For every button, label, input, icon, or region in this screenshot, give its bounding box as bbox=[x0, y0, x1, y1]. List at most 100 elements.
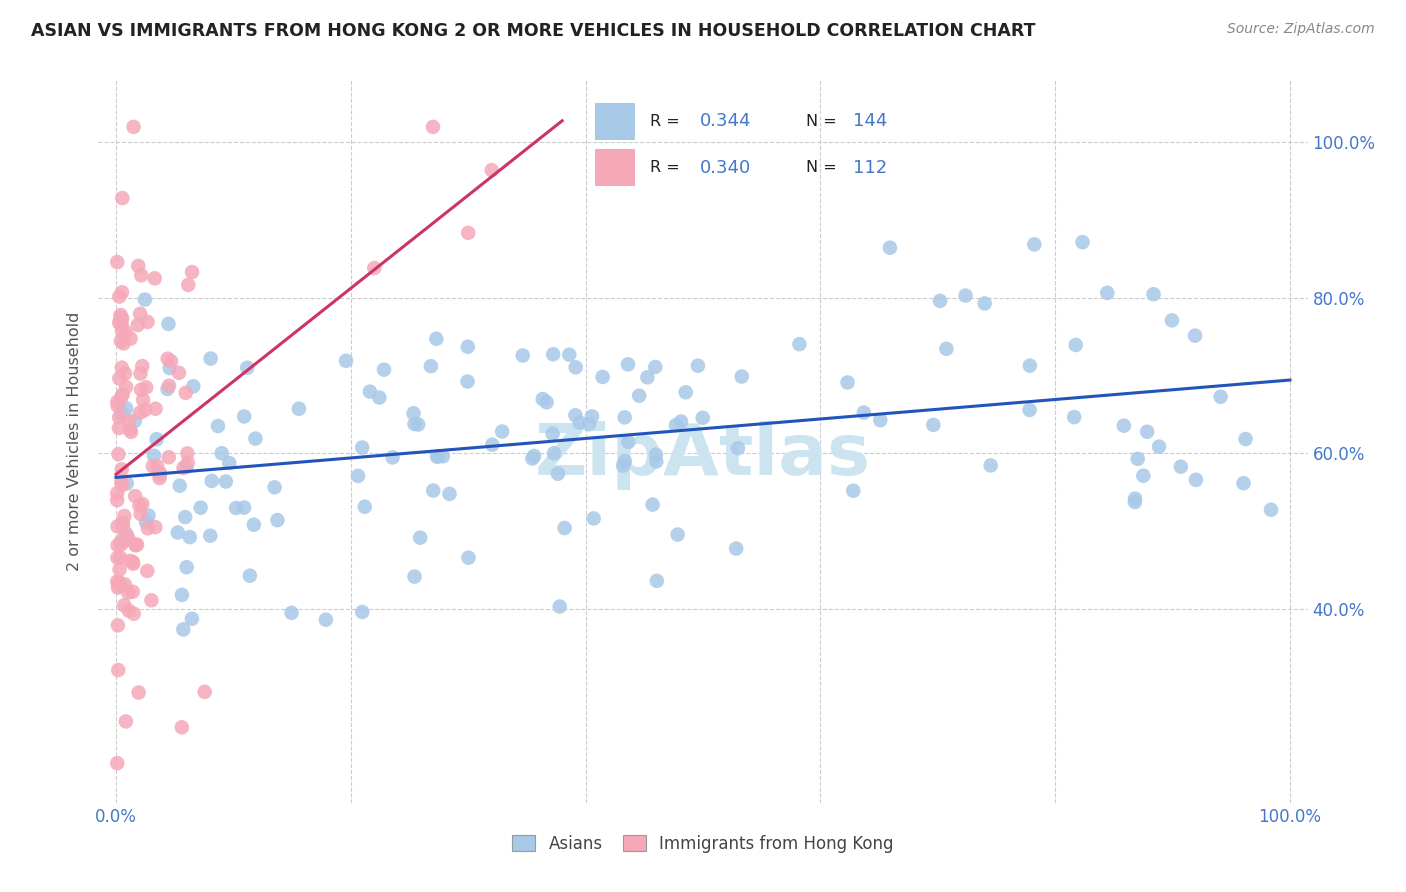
Point bbox=[1142, 287, 1164, 301]
Point bbox=[1018, 403, 1040, 417]
Point bbox=[837, 376, 859, 390]
Point bbox=[179, 530, 201, 544]
Point bbox=[105, 574, 128, 589]
Point bbox=[174, 385, 197, 400]
Point bbox=[157, 317, 180, 331]
Point bbox=[536, 395, 558, 409]
Point bbox=[432, 450, 454, 464]
Point bbox=[457, 550, 479, 565]
Point bbox=[1147, 440, 1170, 454]
Point bbox=[160, 354, 183, 368]
Point bbox=[108, 421, 131, 435]
Point bbox=[402, 406, 425, 420]
Point bbox=[352, 605, 374, 619]
Point bbox=[105, 493, 128, 508]
Y-axis label: 2 or more Vehicles in Household: 2 or more Vehicles in Household bbox=[67, 312, 83, 571]
Point bbox=[617, 357, 640, 371]
Point bbox=[115, 380, 138, 394]
Point bbox=[111, 387, 134, 401]
Point bbox=[118, 533, 141, 547]
Point bbox=[427, 449, 450, 463]
Point bbox=[105, 486, 128, 500]
Point bbox=[167, 366, 190, 380]
Point bbox=[125, 538, 148, 552]
Point bbox=[177, 277, 200, 292]
Point bbox=[547, 467, 569, 481]
Point bbox=[111, 462, 134, 476]
Point bbox=[117, 585, 139, 599]
Point bbox=[315, 613, 337, 627]
Point bbox=[980, 458, 1002, 473]
Point bbox=[731, 369, 754, 384]
Point bbox=[111, 311, 134, 326]
Point bbox=[617, 435, 640, 450]
Point bbox=[107, 399, 129, 413]
Point bbox=[176, 560, 198, 574]
Point bbox=[136, 315, 159, 329]
Point bbox=[107, 519, 129, 533]
Point bbox=[666, 527, 689, 541]
Point bbox=[935, 342, 957, 356]
Point bbox=[200, 529, 222, 543]
Point bbox=[111, 317, 134, 331]
Point bbox=[645, 454, 668, 468]
Point bbox=[173, 460, 195, 475]
Point bbox=[112, 508, 135, 523]
Point bbox=[120, 425, 142, 439]
Point bbox=[118, 422, 141, 436]
Point bbox=[245, 432, 267, 446]
Text: 0.344: 0.344 bbox=[700, 112, 751, 130]
Point bbox=[170, 588, 193, 602]
Point bbox=[120, 554, 142, 568]
Point bbox=[141, 593, 163, 607]
Point bbox=[645, 574, 668, 588]
Point bbox=[115, 476, 138, 491]
Point bbox=[111, 360, 134, 375]
Point bbox=[581, 409, 603, 424]
Point bbox=[363, 261, 385, 276]
Point bbox=[112, 599, 135, 613]
Point bbox=[111, 478, 134, 492]
Point bbox=[922, 417, 945, 432]
Point bbox=[135, 380, 157, 394]
Point bbox=[124, 414, 146, 428]
Point bbox=[127, 259, 149, 273]
Point bbox=[136, 564, 159, 578]
Point bbox=[194, 685, 217, 699]
Point bbox=[973, 296, 995, 310]
Point bbox=[118, 604, 141, 618]
Point bbox=[665, 418, 688, 433]
Point bbox=[115, 401, 138, 416]
Point bbox=[176, 446, 198, 460]
Point bbox=[129, 367, 152, 381]
Point bbox=[129, 507, 152, 521]
Point bbox=[1071, 235, 1094, 249]
Point bbox=[156, 382, 179, 396]
Point bbox=[675, 385, 697, 400]
Point bbox=[425, 332, 447, 346]
Point bbox=[725, 541, 748, 556]
Point bbox=[108, 410, 131, 425]
Point bbox=[108, 371, 131, 385]
Point bbox=[1132, 468, 1154, 483]
Point bbox=[592, 370, 614, 384]
Point bbox=[218, 456, 240, 470]
Point bbox=[568, 416, 591, 430]
Point bbox=[266, 513, 288, 527]
Point bbox=[280, 606, 302, 620]
Point bbox=[669, 415, 692, 429]
Point bbox=[347, 469, 370, 483]
Point bbox=[481, 438, 503, 452]
Point bbox=[422, 483, 444, 498]
Point bbox=[1063, 410, 1085, 425]
Point bbox=[288, 401, 311, 416]
Point bbox=[869, 413, 891, 427]
Point bbox=[110, 533, 132, 548]
Text: 144: 144 bbox=[853, 112, 887, 130]
Point bbox=[879, 241, 901, 255]
Point bbox=[190, 500, 212, 515]
Point bbox=[124, 489, 146, 503]
Point bbox=[1209, 390, 1232, 404]
Text: ZipAtlas: ZipAtlas bbox=[536, 422, 870, 491]
Point bbox=[114, 367, 136, 381]
